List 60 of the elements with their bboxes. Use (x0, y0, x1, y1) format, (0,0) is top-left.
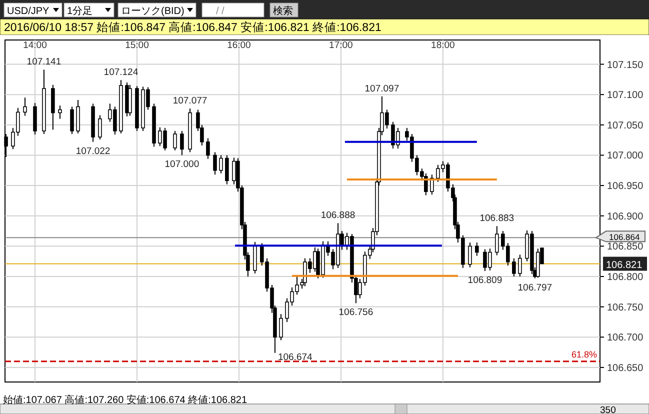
annotation: 106.883 (480, 213, 514, 224)
annotation: 107.022 (76, 146, 110, 157)
control: 1分足 (64, 2, 114, 18)
y-tick-label: 106.950 (607, 181, 644, 192)
candlestick (70, 106, 74, 134)
x-tick-label: 15:00 (125, 40, 149, 51)
y-tick-label: 107.050 (607, 120, 644, 132)
annotation: 106.674 (278, 352, 312, 363)
annotation: 107.124 (104, 67, 138, 78)
candlestick (424, 172, 428, 196)
candlestick (468, 242, 472, 268)
x-tick-label: 18:00 (431, 40, 455, 51)
annotation: 61.8% (571, 349, 597, 360)
annotation: 106.888 (320, 210, 356, 222)
y-tick-label: 106.650 (607, 362, 644, 374)
candlestick (225, 154, 229, 185)
candlestick (180, 130, 184, 156)
ref-line-label: 106.821 (606, 260, 643, 271)
candlestick (206, 138, 210, 160)
control: ローソク(BID) (118, 2, 196, 18)
y-tick-label: 106.700 (607, 332, 644, 344)
text: 始値:107.067 高値:107.260 安値:106.674 終値:106.821 (3, 394, 248, 406)
price-marker: 106.821 (603, 256, 647, 271)
x-tick-label: 17:00 (329, 40, 353, 51)
chart-subtitle: 2016/06/10 18:57 始値:106.847 高値:106.847 安値:106.821 終値:106.821 (4, 20, 382, 34)
x-tick-label: 16:00 (227, 40, 251, 51)
candlestick (219, 154, 223, 174)
candlestick (518, 254, 522, 277)
candlestick (232, 157, 236, 185)
candlestick (23, 97, 27, 116)
control: USD/JPY (4, 2, 62, 18)
y-tick-label: 106.750 (607, 302, 644, 314)
annotation: 106.809 (468, 275, 502, 286)
ref-line-label: 106.864 (609, 232, 640, 242)
candlestick (475, 242, 479, 256)
annotation: 107.000 (164, 159, 200, 170)
candlestick (512, 258, 516, 277)
annotation: 107.077 (172, 96, 208, 107)
y-tick-label: 106.850 (607, 242, 644, 253)
price-marker: 106.864 (594, 230, 646, 242)
y-tick-label: 106.900 (607, 211, 644, 222)
y-tick-label: 106.800 (607, 272, 644, 283)
x-tick-label: 14:00 (23, 40, 47, 51)
y-tick-label: 107.000 (607, 150, 644, 162)
annotation: 106.756 (338, 307, 374, 318)
annotation: 107.141 (26, 56, 62, 68)
candlestick (279, 314, 283, 341)
annotation: 107.097 (364, 83, 400, 94)
y-tick-label: 107.150 (607, 60, 644, 71)
control: / / (202, 2, 264, 18)
candlestick (58, 104, 62, 120)
candlestick (494, 226, 499, 256)
candlestick (213, 152, 217, 176)
info-bar: 2016/06/10 18:57 始値:106.847 高値:106.847 安値:106.821 終値:106.821 (0, 18, 649, 36)
candlestick (98, 114, 102, 140)
candlestick (173, 130, 177, 151)
y-tick-label: 107.100 (607, 90, 644, 102)
scrollbar: 350 (0, 404, 649, 414)
annotation: 106.797 (518, 282, 552, 294)
control: 検索 (270, 2, 298, 18)
